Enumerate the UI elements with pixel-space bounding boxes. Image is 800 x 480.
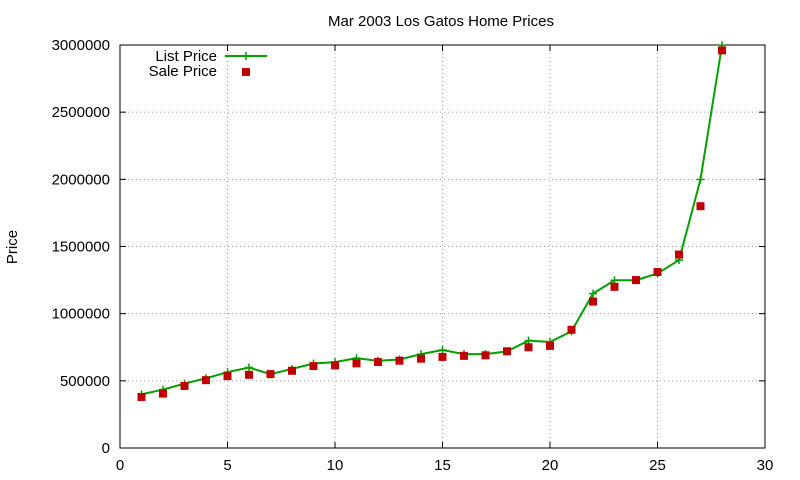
sale-price-point (245, 370, 253, 379)
y-tick-label: 2000000 (52, 171, 110, 188)
sale-price-point (524, 343, 533, 352)
sale-price-point (266, 370, 275, 379)
x-tick-label: 30 (757, 457, 774, 474)
chart-title: Mar 2003 Los Gatos Home Prices (328, 13, 554, 30)
series-list-price-line (141, 44, 723, 396)
sale-price-point (223, 372, 232, 381)
x-tick-label: 15 (434, 457, 451, 474)
sale-price-point (309, 362, 318, 371)
legend-marker-sale-price (242, 68, 250, 76)
x-tick-label: 10 (327, 457, 344, 474)
legend-marker-list-price (242, 52, 250, 60)
sale-price-point (417, 354, 425, 363)
sale-price-point (374, 358, 382, 367)
sale-price-point (675, 250, 683, 259)
sale-price-point (202, 376, 210, 385)
x-tick-label: 20 (542, 457, 559, 474)
x-tick-label: 25 (649, 457, 666, 474)
sale-price-point (567, 325, 576, 334)
sale-price-point (718, 46, 726, 55)
sale-price-point (159, 389, 167, 398)
sale-price-point (352, 359, 361, 368)
legend-label-list-price: List Price (155, 48, 217, 65)
x-tick-label: 5 (223, 457, 231, 474)
sale-price-point (438, 352, 447, 361)
x-tick-label: 0 (116, 457, 124, 474)
y-tick-label: 1000000 (52, 306, 110, 323)
sale-price-point (610, 282, 619, 291)
sale-price-point (331, 361, 339, 370)
list-price-point (438, 346, 447, 355)
list-price-point (589, 289, 597, 298)
sale-price-point (481, 351, 490, 360)
legend: List Price Sale Price (149, 48, 267, 80)
y-tick-label: 1500000 (52, 239, 110, 256)
sale-price-point (180, 381, 189, 390)
sale-price-point (288, 366, 296, 375)
legend-swatches (225, 52, 267, 76)
legend-label-sale-price: Sale Price (149, 63, 217, 80)
list-price-point (245, 363, 253, 372)
y-tick-label: 0 (102, 440, 110, 457)
sale-price-point (546, 341, 554, 350)
grid (120, 45, 765, 448)
y-tick-label: 3000000 (52, 37, 110, 54)
sale-price-point (460, 351, 468, 360)
y-tick-label: 2500000 (52, 104, 110, 121)
tick-labels: 0 5 10 15 20 25 30 0 500000 1000000 1500000 2000000… (52, 37, 774, 474)
sale-price-point (589, 297, 597, 306)
sale-price-point (137, 392, 146, 401)
y-tick-label: 500000 (60, 373, 110, 390)
series-layer (137, 41, 726, 401)
list-price-point (696, 175, 705, 184)
sale-price-point (696, 202, 705, 211)
sale-price-point (632, 276, 640, 285)
sale-price-point (395, 356, 404, 365)
sale-price-point (653, 268, 662, 277)
sale-price-point (503, 347, 511, 356)
axis-ticks (119, 44, 766, 449)
y-axis-label: Price (4, 230, 21, 264)
